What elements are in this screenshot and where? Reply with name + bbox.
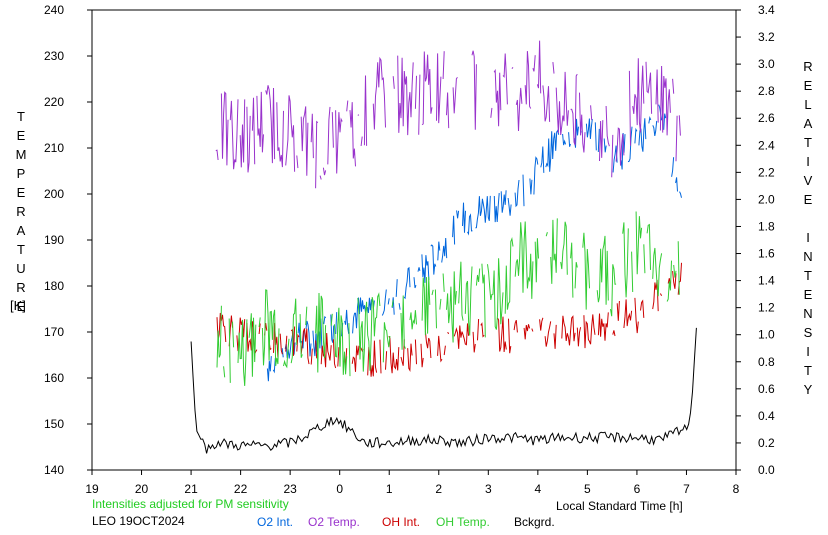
legend-oh-int: OH Int. — [382, 515, 421, 529]
x-tick-label: 22 — [234, 482, 248, 496]
right-tick-label: 3.4 — [758, 3, 775, 17]
x-tick-label: 20 — [135, 482, 149, 496]
right-axis-title-letter: T — [804, 363, 812, 378]
right-axis-title-letter: E — [803, 287, 813, 302]
left-tick-label: 160 — [44, 371, 64, 385]
right-axis-title-letter — [800, 209, 816, 228]
right-tick-label: 2.2 — [758, 165, 775, 179]
station-date-label: LEO 19OCT2024 — [92, 514, 185, 528]
x-tick-label: 8 — [733, 482, 740, 496]
x-tick-label: 19 — [85, 482, 99, 496]
left-axis-title-letter: R — [16, 280, 26, 295]
series-o2-temp — [215, 40, 681, 189]
legend-o2-int: O2 Int. — [257, 515, 294, 529]
left-tick-label: 220 — [44, 95, 64, 109]
right-axis-title-letter: T — [804, 135, 812, 150]
left-tick-label: 170 — [44, 325, 64, 339]
right-axis-title-letter: A — [803, 116, 813, 131]
left-axis: 140 150 160 170 180 190 200 210 220 230 240 — [44, 3, 92, 477]
left-axis-title-letter: M — [15, 147, 27, 162]
series-trace — [215, 40, 681, 189]
right-axis-title-letter: Y — [803, 382, 813, 397]
left-axis-title-letter: E — [16, 299, 26, 314]
x-tick-label: 23 — [283, 482, 297, 496]
left-tick-label: 190 — [44, 233, 64, 247]
x-tick-label: 0 — [336, 482, 343, 496]
right-axis-title-letter: I — [806, 230, 810, 245]
series-oh-temp — [216, 211, 680, 386]
x-tick-label: 4 — [535, 482, 542, 496]
right-axis-title-letter: R — [803, 59, 813, 74]
right-axis: 0.0 0.2 0.4 0.6 0.8 1.0 1.2 1.4 1.6 1.8 2.0 2.2 2.4 2… — [736, 3, 775, 477]
left-axis-title-letter: R — [16, 204, 26, 219]
background-trace — [190, 327, 697, 454]
left-axis-title-letter: E — [16, 185, 26, 200]
plot-frame — [91, 9, 737, 471]
right-tick-label: 0.8 — [758, 355, 775, 369]
x-tick-label: 2 — [435, 482, 442, 496]
right-axis-title-letter: L — [804, 97, 812, 112]
left-tick-label: 150 — [44, 417, 64, 431]
right-axis-title-letter: I — [806, 344, 810, 359]
x-tick-label: 6 — [634, 482, 641, 496]
right-tick-label: 3.2 — [758, 30, 775, 44]
left-axis-title-letter: T — [17, 242, 25, 257]
legend-bckgrd: Bckgrd. — [514, 515, 555, 529]
series-trace — [216, 211, 680, 386]
legend-o2-temp: O2 Temp. — [308, 515, 360, 529]
left-axis-title-letter: U — [16, 261, 26, 276]
right-axis-title-letter: E — [803, 78, 813, 93]
right-tick-label: 3.0 — [758, 57, 775, 71]
right-axis-title-letter: E — [803, 192, 813, 207]
left-axis-title-letter: T — [17, 109, 25, 124]
x-axis-label: Local Standard Time [h] — [556, 499, 683, 513]
right-tick-label: 0.6 — [758, 382, 775, 396]
right-axis-title-letter: N — [803, 306, 813, 321]
right-tick-label: 2.4 — [758, 138, 775, 152]
right-tick-label: 0.2 — [758, 436, 775, 450]
left-tick-label: 200 — [44, 187, 64, 201]
series-trace — [266, 104, 682, 382]
right-axis-title-letter: T — [804, 268, 812, 283]
series-bckgrd — [190, 327, 697, 454]
x-tick-label: 7 — [683, 482, 690, 496]
series-layer — [190, 40, 697, 454]
right-axis-title-letter: N — [803, 249, 813, 264]
x-axis: 19 20 21 22 23 0 1 2 3 4 5 6 7 8 — [85, 470, 740, 496]
legend-oh-temp: OH Temp. — [436, 515, 490, 529]
left-axis-title-letter: E — [16, 128, 26, 143]
left-tick-label: 230 — [44, 49, 64, 63]
left-axis-title-letter: P — [16, 166, 26, 181]
right-tick-label: 1.6 — [758, 247, 775, 261]
right-tick-label: 2.8 — [758, 84, 775, 98]
left-axis-title-letter: A — [16, 223, 26, 238]
right-tick-label: 2.6 — [758, 111, 775, 125]
left-tick-label: 210 — [44, 141, 64, 155]
left-tick-label: 140 — [44, 463, 64, 477]
x-tick-label: 3 — [485, 482, 492, 496]
left-axis-unit: [K] — [10, 298, 26, 313]
left-tick-label: 240 — [44, 3, 64, 17]
right-tick-label: 1.0 — [758, 328, 775, 342]
right-tick-label: 0.4 — [758, 409, 775, 423]
x-tick-label: 5 — [584, 482, 591, 496]
series-o2-int — [266, 104, 682, 382]
x-tick-label: 1 — [386, 482, 393, 496]
right-axis-title-letter: S — [803, 325, 813, 340]
right-tick-label: 0.0 — [758, 463, 775, 477]
right-axis-title-letter: V — [803, 173, 813, 188]
right-axis-title-letter: I — [806, 154, 810, 169]
pm-sensitivity-note: Intensities adjusted for PM sensitivity — [92, 497, 289, 511]
x-tick-label: 21 — [184, 482, 198, 496]
right-tick-label: 1.4 — [758, 274, 775, 288]
left-tick-label: 180 — [44, 279, 64, 293]
right-tick-label: 1.8 — [758, 219, 775, 233]
right-tick-label: 2.0 — [758, 192, 775, 206]
right-tick-label: 1.2 — [758, 301, 775, 315]
